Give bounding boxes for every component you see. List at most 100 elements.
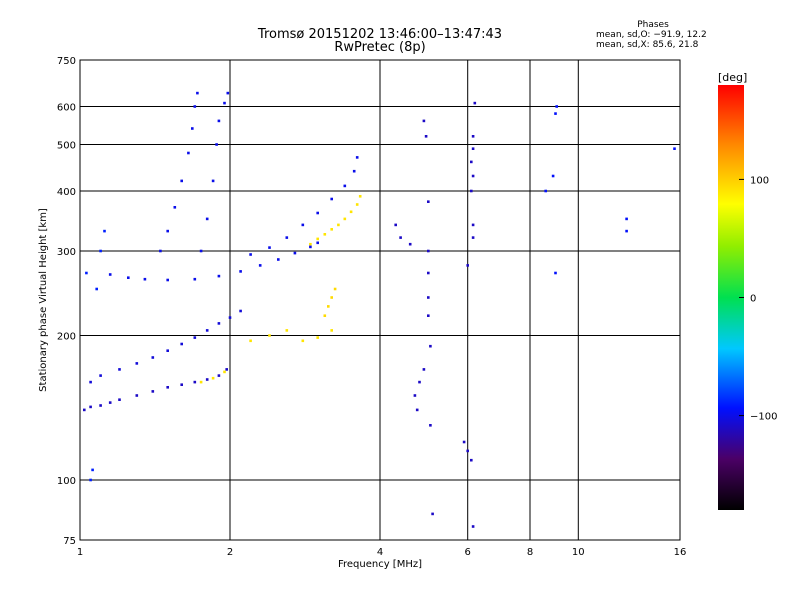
scatter-points	[83, 91, 676, 528]
data-point	[355, 203, 359, 206]
data-point	[199, 380, 203, 384]
data-point	[309, 245, 312, 249]
data-point	[429, 424, 432, 427]
data-point	[301, 223, 305, 227]
data-point	[544, 189, 547, 193]
data-point	[135, 394, 139, 397]
x-tick-label: 6	[465, 547, 471, 558]
data-point	[228, 316, 232, 319]
y-tick-label: 500	[57, 141, 76, 152]
chart-title: Tromsø 20151202 13:46:00–13:47:43	[257, 27, 503, 42]
data-point	[211, 376, 215, 380]
data-point	[471, 525, 475, 528]
data-point	[225, 368, 228, 371]
colorbar-ticks: 100 0 −100	[739, 175, 777, 423]
data-point	[268, 334, 271, 337]
data-point	[239, 270, 242, 273]
data-point	[108, 401, 112, 404]
data-point	[211, 179, 215, 183]
data-point	[333, 287, 337, 291]
data-point	[625, 229, 628, 233]
data-point	[471, 223, 475, 227]
data-point	[330, 329, 333, 332]
data-point	[466, 264, 469, 267]
data-point	[358, 195, 362, 198]
data-point	[462, 440, 466, 444]
data-point	[199, 249, 203, 253]
data-point	[205, 329, 209, 332]
phase-stats: Phases mean, sd,O: −91.9, 12.2 mean, sd,…	[596, 20, 707, 50]
x-tick-label: 1	[77, 547, 83, 558]
data-point	[205, 217, 209, 221]
data-point	[422, 119, 426, 123]
data-point	[293, 251, 297, 255]
data-point	[173, 206, 177, 209]
data-point	[193, 277, 197, 281]
data-point	[554, 271, 557, 275]
data-point	[89, 478, 92, 482]
data-point	[355, 156, 359, 159]
data-point	[399, 236, 402, 239]
data-point	[135, 362, 139, 365]
data-point	[408, 242, 412, 246]
data-point	[394, 223, 397, 227]
data-point	[85, 271, 88, 275]
data-point	[249, 253, 252, 256]
y-tick-label: 600	[57, 103, 76, 114]
data-point	[285, 236, 289, 239]
x-tick-label: 2	[227, 547, 233, 558]
data-point	[625, 217, 628, 221]
data-point	[217, 274, 221, 278]
y-axis-label: Stationary phase Virtual Height [km]	[38, 208, 49, 392]
data-point	[180, 179, 183, 183]
data-point	[330, 296, 333, 299]
data-point	[330, 228, 333, 231]
data-point	[217, 322, 221, 325]
data-point	[316, 336, 319, 339]
x-axis-label: Frequency [MHz]	[338, 559, 422, 570]
data-point	[471, 236, 475, 239]
data-point	[193, 336, 197, 339]
data-point	[89, 380, 92, 384]
data-point	[187, 151, 190, 155]
data-point	[95, 287, 98, 291]
colorbar-tick-label: 100	[750, 175, 769, 186]
x-tick-label: 10	[572, 547, 585, 558]
y-tick-label: 100	[57, 476, 76, 487]
phase-stats-o-mode: mean, sd,O: −91.9, 12.2	[596, 30, 707, 40]
chart-subtitle: RwPretec (8p)	[334, 40, 426, 55]
data-point	[418, 380, 421, 384]
data-point	[471, 147, 475, 150]
data-point	[323, 314, 327, 317]
data-point	[277, 258, 280, 261]
data-point	[166, 278, 169, 282]
colorbar-tick-label: −100	[750, 412, 777, 423]
y-tick-label: 300	[57, 247, 76, 258]
data-point	[427, 200, 430, 203]
data-point	[99, 249, 102, 253]
data-point	[427, 314, 430, 317]
data-point	[118, 398, 121, 401]
data-point	[191, 127, 194, 130]
data-point	[427, 249, 430, 253]
data-point	[330, 197, 333, 201]
data-point	[285, 329, 289, 332]
data-point	[551, 174, 555, 178]
data-point	[470, 160, 473, 164]
data-point	[151, 356, 155, 359]
plot-grid	[80, 60, 680, 540]
data-point	[118, 368, 121, 371]
data-point	[316, 211, 319, 215]
data-point	[193, 380, 197, 384]
data-point	[471, 174, 475, 178]
data-point	[193, 105, 197, 108]
data-point	[180, 383, 183, 386]
phase-stats-title: Phases	[637, 20, 669, 30]
y-tick-label: 750	[57, 56, 76, 67]
data-point	[427, 271, 430, 275]
data-point	[196, 91, 199, 95]
data-point	[205, 378, 209, 381]
data-point	[301, 339, 305, 343]
data-point	[99, 374, 102, 377]
data-point	[327, 305, 330, 308]
